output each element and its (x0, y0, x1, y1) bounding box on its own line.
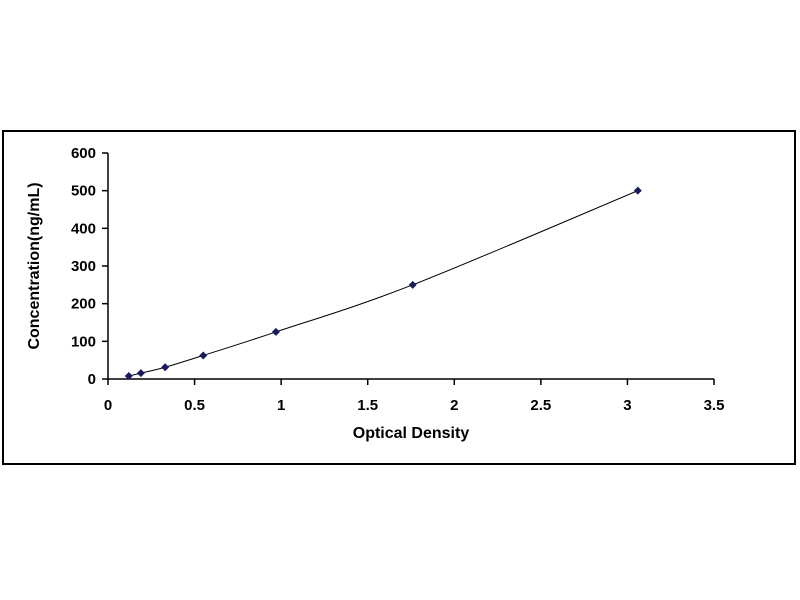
data-point (271, 327, 280, 336)
chart-frame (2, 130, 796, 465)
x-tick-label: 2 (450, 397, 458, 414)
y-tick-label: 300 (71, 258, 96, 275)
y-ticks: 0 100 200 300 400 500 600 (71, 145, 108, 388)
x-tick-label: 3 (623, 397, 631, 414)
x-axis-title: Optical Density (353, 425, 470, 442)
y-axis-title: Concentration(ng/mL) (26, 182, 43, 349)
x-tick-label: 3.5 (704, 397, 725, 414)
y-tick-label: 100 (71, 333, 96, 350)
data-point (161, 363, 170, 372)
x-tick-label: 0.5 (184, 397, 205, 414)
data-point (124, 372, 133, 381)
y-tick-label: 400 (71, 220, 96, 237)
data-point (136, 369, 145, 378)
data-point (633, 186, 642, 195)
data-points (124, 186, 642, 381)
axes (107, 153, 714, 380)
x-tick-label: 2.5 (530, 397, 551, 414)
x-tick-label: 0 (104, 397, 112, 414)
x-tick-label: 1.5 (357, 397, 378, 414)
x-tick-label: 1 (277, 397, 285, 414)
data-point (199, 351, 208, 360)
y-tick-label: 500 (71, 183, 96, 200)
y-tick-label: 600 (71, 145, 96, 162)
y-tick-label: 0 (88, 371, 96, 388)
x-ticks: 0 0.5 1 1.5 2 2.5 3 3.5 (104, 379, 725, 414)
trendline (128, 190, 639, 377)
data-point (408, 280, 417, 289)
y-tick-label: 200 (71, 296, 96, 313)
